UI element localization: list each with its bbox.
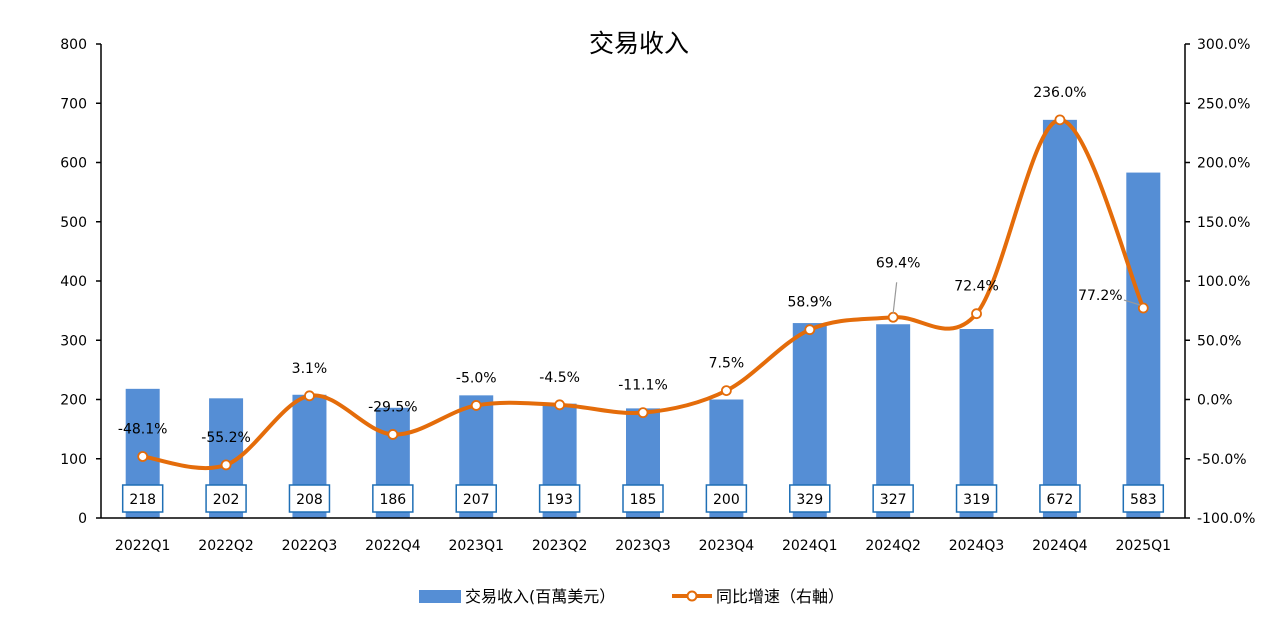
growth-marker-2022Q3 xyxy=(304,390,315,402)
bar-value-label: 193 xyxy=(546,492,573,508)
legend-bar-label: 交易收入(百萬美元） xyxy=(465,587,615,606)
legend: 交易收入(百萬美元） 同比增速（右軸） xyxy=(419,587,844,606)
bar-value-box xyxy=(205,484,247,513)
x-tick-label: 2025Q1 xyxy=(1116,538,1172,554)
x-tick-label: 2022Q3 xyxy=(282,538,338,554)
growth-marker-2023Q2 xyxy=(554,399,566,411)
growth-marker-2024Q4 xyxy=(1054,114,1066,126)
growth-marker-2022Q4 xyxy=(387,429,399,440)
growth-value-label: 7.5% xyxy=(709,356,745,372)
bar-value-box xyxy=(1122,484,1165,513)
growth-value-label: 72.4% xyxy=(954,279,998,295)
x-tick-label: 2023Q4 xyxy=(699,538,755,554)
growth-line xyxy=(137,114,1149,471)
right-tick-label: -100.0% xyxy=(1197,511,1255,527)
bar-value-box xyxy=(121,484,164,513)
x-tick-label: 2024Q3 xyxy=(949,538,1005,554)
growth-marker-2023Q4 xyxy=(720,385,732,397)
right-tick-label: 300.0% xyxy=(1197,37,1250,53)
growth-marker-2023Q1 xyxy=(470,400,482,411)
bar-value-label: 200 xyxy=(713,492,740,508)
growth-marker-2022Q1 xyxy=(137,451,149,462)
bar-value-label: 185 xyxy=(630,492,657,508)
growth-value-label: -5.0% xyxy=(456,370,497,386)
bar-value-box xyxy=(288,484,331,513)
bar-value-box xyxy=(705,484,748,513)
bar-value-label: 583 xyxy=(1130,492,1157,508)
left-tick-label: 500 xyxy=(60,215,87,231)
bar-value-label: 208 xyxy=(296,492,323,508)
legend-bar-swatch xyxy=(419,590,461,603)
bar-value-box xyxy=(872,484,914,513)
bar-value-box xyxy=(955,484,998,513)
chart-title: 交易收入 xyxy=(589,29,689,58)
right-tick-label: 200.0% xyxy=(1197,156,1250,172)
growth-marker-2025Q1 xyxy=(1137,302,1149,314)
x-tick-label: 2022Q2 xyxy=(198,538,254,554)
bar-value-box xyxy=(538,484,581,513)
bar-value-label: 327 xyxy=(880,492,907,508)
x-tick-label: 2023Q1 xyxy=(448,538,504,554)
left-tick-label: 400 xyxy=(60,274,87,290)
axes: 0 100 200 300 400 500 600 700 800 -100.0% -50.0% 0.… xyxy=(60,37,1255,554)
growth-value-label: 69.4% xyxy=(876,255,920,271)
legend-line-marker xyxy=(686,590,698,602)
bar-2025Q1 xyxy=(1126,172,1161,518)
growth-marker-2024Q2 xyxy=(887,311,899,323)
right-tick-label: 150.0% xyxy=(1197,215,1250,231)
growth-value-label: 3.1% xyxy=(292,361,328,377)
growth-value-label: -29.5% xyxy=(368,399,418,415)
x-tick-label: 2022Q4 xyxy=(365,538,421,554)
left-tick-label: 600 xyxy=(60,156,87,172)
right-tick-label: 50.0% xyxy=(1197,333,1241,349)
bar-value-box xyxy=(1039,484,1081,513)
growth-marker-2023Q3 xyxy=(637,407,649,419)
bar-value-box xyxy=(622,484,664,513)
bar-2024Q4 xyxy=(1042,119,1077,518)
growth-value-label: -4.5% xyxy=(539,370,580,386)
x-tick-label: 2022Q1 xyxy=(115,538,171,554)
growth-value-label: -55.2% xyxy=(201,430,251,446)
data-labels: 218 202 208 186 207 193 185 200 329 327 319 672 583 -… xyxy=(118,85,1165,513)
x-tick-label: 2024Q4 xyxy=(1032,538,1088,554)
right-tick-label: 250.0% xyxy=(1197,96,1250,112)
bar-value-label: 218 xyxy=(129,492,156,508)
x-tick-label: 2023Q3 xyxy=(615,538,671,554)
growth-value-label: 58.9% xyxy=(788,295,832,311)
growth-marker-2024Q1 xyxy=(804,324,816,336)
x-tick-label: 2023Q2 xyxy=(532,538,588,554)
bar-value-label: 672 xyxy=(1047,492,1074,508)
bar-value-box xyxy=(372,484,414,513)
left-tick-label: 100 xyxy=(60,452,87,468)
legend-line-label: 同比增速（右軸） xyxy=(716,587,844,606)
growth-value-label: -11.1% xyxy=(618,378,668,394)
bar-value-box xyxy=(455,484,497,513)
bars xyxy=(125,119,1161,518)
left-tick-label: 800 xyxy=(60,37,87,53)
leader-line xyxy=(1123,299,1141,306)
bar-value-label: 202 xyxy=(213,492,240,508)
bar-value-label: 319 xyxy=(963,492,990,508)
growth-value-label: 77.2% xyxy=(1078,288,1122,304)
right-tick-label: 0.0% xyxy=(1197,393,1233,409)
right-tick-label: -50.0% xyxy=(1197,452,1247,468)
bar-value-label: 186 xyxy=(379,492,406,508)
growth-marker-2024Q3 xyxy=(971,308,982,320)
right-tick-label: 100.0% xyxy=(1197,274,1250,290)
leader-line xyxy=(892,282,898,314)
growth-marker-2022Q2 xyxy=(220,459,232,471)
left-tick-label: 700 xyxy=(60,96,87,112)
growth-value-label: -48.1% xyxy=(118,421,168,437)
growth-value-label: 236.0% xyxy=(1033,85,1086,101)
left-tick-label: 300 xyxy=(60,333,87,349)
left-tick-label: 0 xyxy=(78,511,87,527)
x-tick-label: 2024Q1 xyxy=(782,538,838,554)
bar-value-label: 207 xyxy=(463,492,490,508)
bar-value-label: 329 xyxy=(796,492,823,508)
x-tick-label: 2024Q2 xyxy=(865,538,921,554)
left-tick-label: 200 xyxy=(60,393,87,409)
bar-value-box xyxy=(789,484,831,513)
